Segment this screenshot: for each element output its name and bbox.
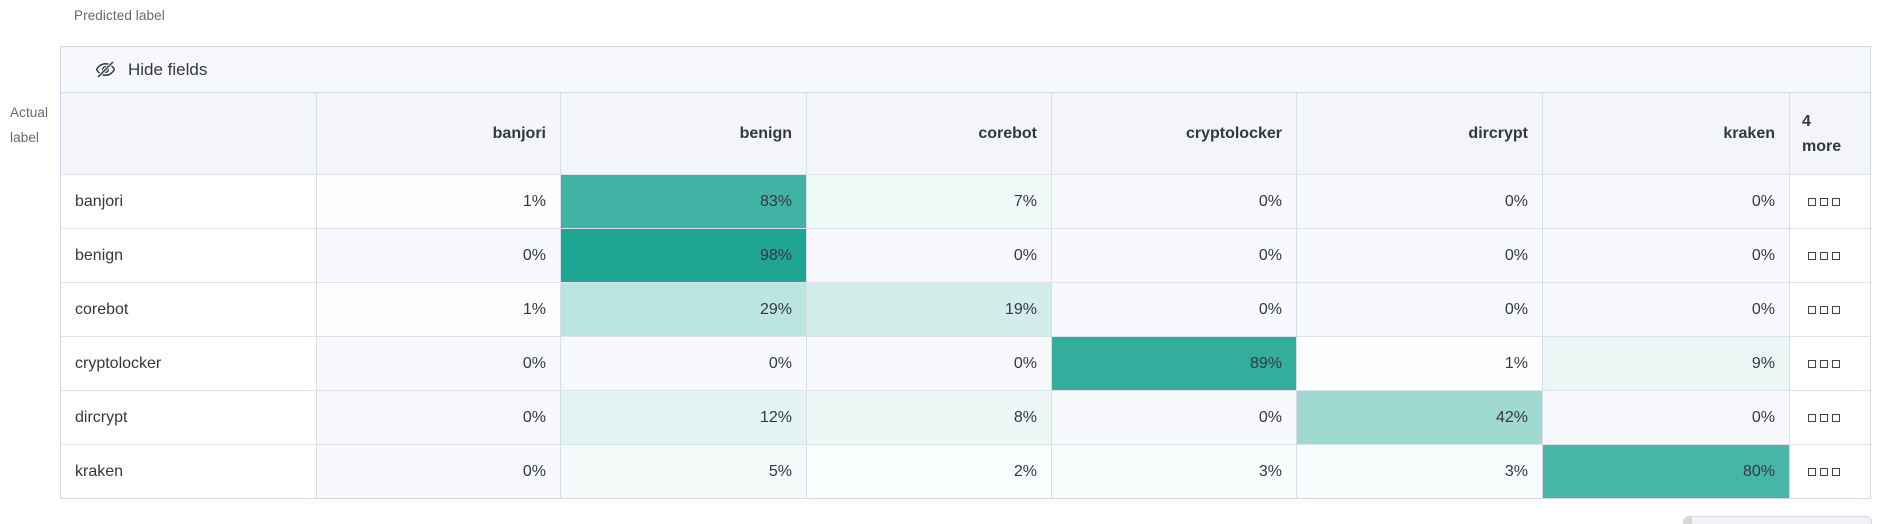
cell-banjori-banjori: 1% xyxy=(317,175,561,229)
cell-corebot-benign: 29% xyxy=(561,283,807,337)
cell-benign-dircrypt: 0% xyxy=(1297,229,1543,283)
hidden-cells-icon xyxy=(1808,359,1816,368)
cell-dircrypt-dircrypt: 42% xyxy=(1297,391,1543,445)
column-header-dircrypt[interactable]: dircrypt xyxy=(1297,93,1543,175)
cell-benign-benign: 98% xyxy=(561,229,807,283)
hidden-cells-icon xyxy=(1820,467,1828,476)
cell-cryptolocker-banjori: 0% xyxy=(317,337,561,391)
hidden-cells-indicator xyxy=(1790,337,1870,391)
row-label-kraken: kraken xyxy=(61,445,317,498)
actual-axis-label-line2: label xyxy=(10,130,40,145)
hidden-cells-icon xyxy=(1820,359,1828,368)
row-label-banjori: banjori xyxy=(61,175,317,229)
cell-banjori-dircrypt: 0% xyxy=(1297,175,1543,229)
hidden-cells-indicator xyxy=(1790,229,1870,283)
hidden-cells-icon xyxy=(1832,305,1840,314)
cell-benign-cryptolocker: 0% xyxy=(1052,229,1297,283)
hidden-cells-icon xyxy=(1820,197,1828,206)
hidden-cells-icon xyxy=(1820,305,1828,314)
cell-corebot-banjori: 1% xyxy=(317,283,561,337)
more-header-line2: more xyxy=(1802,137,1842,155)
cell-kraken-banjori: 0% xyxy=(317,445,561,498)
hide-fields-button[interactable]: Hide fields xyxy=(61,47,1870,93)
cell-cryptolocker-dircrypt: 1% xyxy=(1297,337,1543,391)
hidden-cells-icon xyxy=(1832,359,1840,368)
hidden-cells-icon xyxy=(1820,413,1828,422)
cell-corebot-corebot: 19% xyxy=(807,283,1052,337)
hidden-cells-icon xyxy=(1808,467,1816,476)
actual-axis-label: Actual label xyxy=(10,100,48,150)
scrollbar-thumb[interactable] xyxy=(1684,517,1692,524)
column-header-kraken[interactable]: kraken xyxy=(1543,93,1790,175)
cell-kraken-benign: 5% xyxy=(561,445,807,498)
more-header-line1: 4 xyxy=(1802,112,1811,130)
hidden-cells-icon xyxy=(1808,413,1816,422)
confusion-matrix-table: Hide fields banjori benign corebot cryptolo… xyxy=(60,46,1871,499)
cell-dircrypt-benign: 12% xyxy=(561,391,807,445)
cell-banjori-cryptolocker: 0% xyxy=(1052,175,1297,229)
predicted-axis-label: Predicted label xyxy=(74,8,165,23)
cell-cryptolocker-kraken: 9% xyxy=(1543,337,1790,391)
cell-corebot-dircrypt: 0% xyxy=(1297,283,1543,337)
horizontal-scrollbar[interactable] xyxy=(1683,516,1872,524)
cell-dircrypt-kraken: 0% xyxy=(1543,391,1790,445)
column-header-more[interactable]: 4 more xyxy=(1790,93,1870,175)
hidden-cells-indicator xyxy=(1790,283,1870,337)
cell-cryptolocker-benign: 0% xyxy=(561,337,807,391)
hidden-cells-icon xyxy=(1832,197,1840,206)
cell-banjori-benign: 83% xyxy=(561,175,807,229)
cell-dircrypt-banjori: 0% xyxy=(317,391,561,445)
column-header-banjori[interactable]: banjori xyxy=(317,93,561,175)
cell-banjori-kraken: 0% xyxy=(1543,175,1790,229)
cell-cryptolocker-corebot: 0% xyxy=(807,337,1052,391)
row-label-dircrypt: dircrypt xyxy=(61,391,317,445)
cell-benign-corebot: 0% xyxy=(807,229,1052,283)
cell-kraken-dircrypt: 3% xyxy=(1297,445,1543,498)
hidden-cells-icon xyxy=(1808,251,1816,260)
hidden-cells-icon xyxy=(1808,305,1816,314)
row-label-cryptolocker: cryptolocker xyxy=(61,337,317,391)
cell-corebot-cryptolocker: 0% xyxy=(1052,283,1297,337)
cell-corebot-kraken: 0% xyxy=(1543,283,1790,337)
column-header-cryptolocker[interactable]: cryptolocker xyxy=(1052,93,1297,175)
hidden-cells-indicator xyxy=(1790,445,1870,498)
hide-fields-label: Hide fields xyxy=(128,59,208,79)
hidden-cells-icon xyxy=(1820,251,1828,260)
cell-banjori-corebot: 7% xyxy=(807,175,1052,229)
hidden-cells-indicator xyxy=(1790,175,1870,229)
hidden-cells-icon xyxy=(1832,413,1840,422)
hidden-cells-icon xyxy=(1832,251,1840,260)
cell-kraken-cryptolocker: 3% xyxy=(1052,445,1297,498)
column-header-corebot[interactable]: corebot xyxy=(807,93,1052,175)
confusion-matrix-grid: banjori benign corebot cryptolocker dircrypt… xyxy=(61,93,1870,498)
row-label-benign: benign xyxy=(61,229,317,283)
cell-kraken-kraken: 80% xyxy=(1543,445,1790,498)
corner-header-cell xyxy=(61,93,317,175)
cell-benign-kraken: 0% xyxy=(1543,229,1790,283)
row-label-corebot: corebot xyxy=(61,283,317,337)
cell-dircrypt-cryptolocker: 0% xyxy=(1052,391,1297,445)
hidden-cells-icon xyxy=(1808,197,1816,206)
eye-closed-icon xyxy=(95,59,116,80)
cell-benign-banjori: 0% xyxy=(317,229,561,283)
actual-axis-label-line1: Actual xyxy=(10,105,49,120)
cell-dircrypt-corebot: 8% xyxy=(807,391,1052,445)
hidden-cells-icon xyxy=(1832,467,1840,476)
column-header-benign[interactable]: benign xyxy=(561,93,807,175)
cell-kraken-corebot: 2% xyxy=(807,445,1052,498)
hidden-cells-indicator xyxy=(1790,391,1870,445)
cell-cryptolocker-cryptolocker: 89% xyxy=(1052,337,1297,391)
